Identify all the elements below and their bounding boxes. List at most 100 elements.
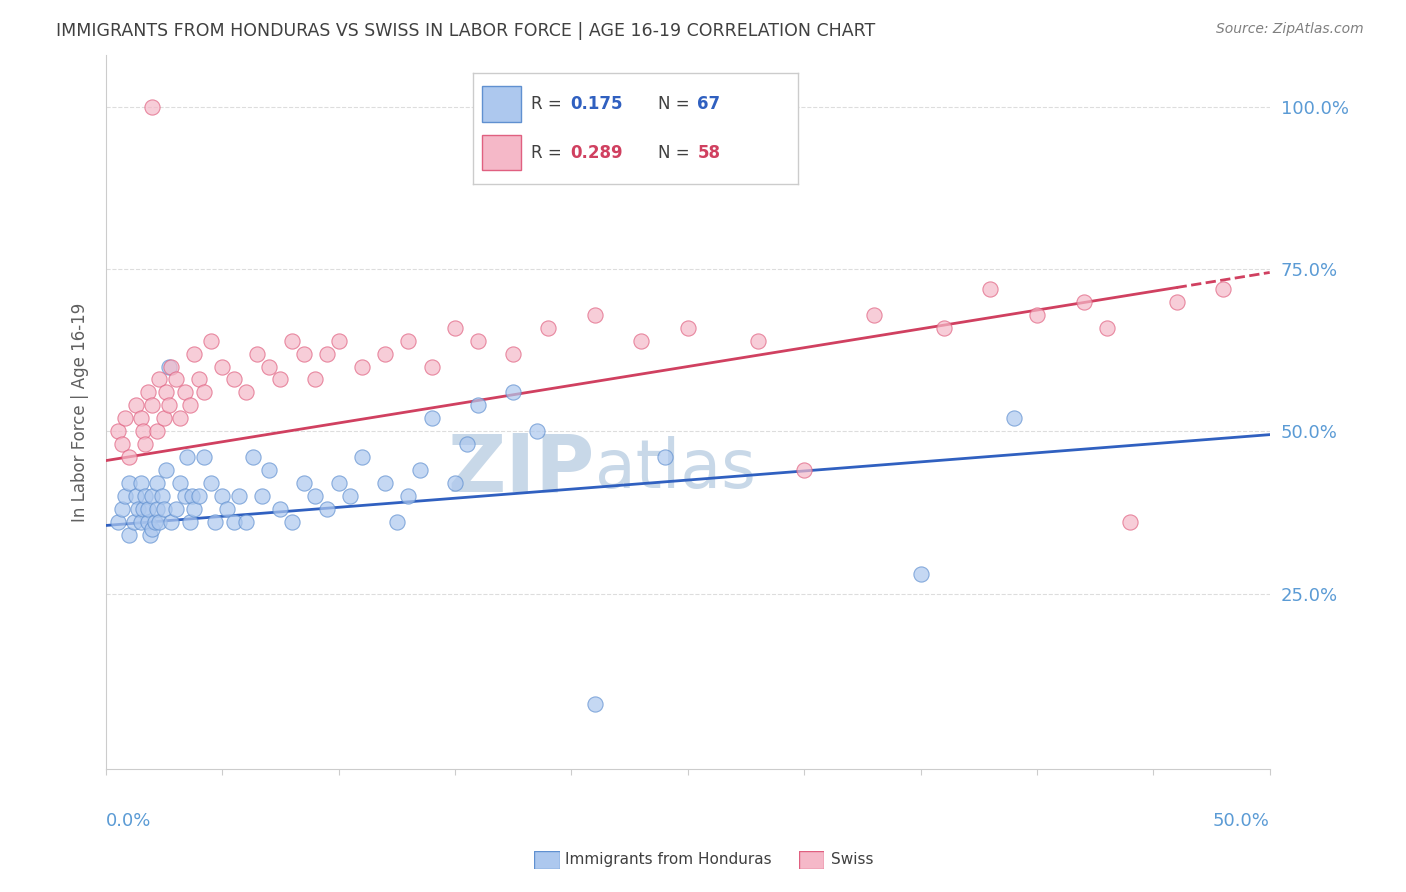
Point: [420, 411, 443, 425]
Point: [979, 282, 1001, 296]
Point: [269, 502, 291, 516]
Point: [188, 372, 211, 386]
Point: [467, 399, 489, 413]
Point: [181, 489, 204, 503]
Point: [179, 399, 201, 413]
Point: [160, 359, 183, 374]
Point: [200, 334, 222, 348]
Point: [160, 515, 183, 529]
Point: [134, 489, 156, 503]
Point: [169, 411, 191, 425]
Point: [374, 346, 396, 360]
Point: [1073, 294, 1095, 309]
Point: [155, 463, 177, 477]
Point: [1212, 282, 1234, 296]
Point: [281, 515, 304, 529]
Point: [136, 515, 159, 529]
Point: [339, 489, 361, 503]
Point: [118, 450, 141, 465]
Point: [111, 437, 134, 451]
Point: [150, 489, 173, 503]
Point: [107, 425, 129, 439]
Point: [174, 385, 197, 400]
Point: [932, 320, 955, 334]
Point: [316, 346, 339, 360]
Point: [257, 463, 280, 477]
Point: [467, 334, 489, 348]
Point: [583, 697, 606, 711]
Point: [183, 346, 205, 360]
Point: [128, 502, 150, 516]
Point: [132, 502, 155, 516]
Point: [374, 476, 396, 491]
Point: [269, 372, 291, 386]
Point: [222, 515, 245, 529]
Point: [165, 502, 187, 516]
Y-axis label: In Labor Force | Age 16-19: In Labor Force | Age 16-19: [72, 302, 89, 522]
Point: [136, 385, 159, 400]
Point: [676, 320, 699, 334]
Text: Source: ZipAtlas.com: Source: ZipAtlas.com: [1216, 22, 1364, 37]
Text: ZIP: ZIP: [447, 430, 595, 508]
Point: [502, 346, 524, 360]
Point: [157, 359, 180, 374]
Point: [1026, 308, 1049, 322]
Point: [328, 334, 350, 348]
Text: 50.0%: 50.0%: [1213, 812, 1270, 830]
Point: [153, 502, 176, 516]
Point: [139, 528, 162, 542]
Point: [169, 476, 191, 491]
Point: [141, 100, 163, 114]
Point: [350, 450, 373, 465]
Point: [148, 372, 170, 386]
Point: [204, 515, 226, 529]
Point: [304, 372, 326, 386]
Point: [398, 334, 420, 348]
Point: [193, 385, 215, 400]
Point: [188, 489, 211, 503]
Point: [235, 385, 257, 400]
Point: [111, 502, 134, 516]
Point: [250, 489, 273, 503]
Point: [153, 411, 176, 425]
Point: [146, 425, 169, 439]
Point: [146, 476, 169, 491]
Point: [136, 502, 159, 516]
Point: [1002, 411, 1025, 425]
Point: [502, 385, 524, 400]
Point: [165, 372, 187, 386]
Point: [526, 425, 548, 439]
Point: [316, 502, 339, 516]
Point: [235, 515, 257, 529]
Point: [385, 515, 408, 529]
Point: [420, 359, 443, 374]
Point: [122, 515, 145, 529]
Point: [257, 359, 280, 374]
Point: [114, 411, 136, 425]
Point: [304, 489, 326, 503]
Point: [215, 502, 238, 516]
Point: [350, 359, 373, 374]
Point: [143, 515, 166, 529]
Point: [654, 450, 676, 465]
Point: [118, 528, 141, 542]
Point: [146, 502, 169, 516]
Point: [114, 489, 136, 503]
Point: [292, 346, 315, 360]
Point: [537, 320, 560, 334]
Point: [398, 489, 420, 503]
Text: 0.0%: 0.0%: [105, 812, 152, 830]
Point: [456, 437, 478, 451]
Point: [183, 502, 205, 516]
Point: [174, 489, 197, 503]
Point: [176, 450, 198, 465]
Point: [228, 489, 250, 503]
Point: [125, 399, 148, 413]
Point: [132, 425, 155, 439]
Point: [193, 450, 215, 465]
Point: [910, 567, 932, 582]
Point: [125, 489, 148, 503]
Point: [157, 399, 180, 413]
Text: IMMIGRANTS FROM HONDURAS VS SWISS IN LABOR FORCE | AGE 16-19 CORRELATION CHART: IMMIGRANTS FROM HONDURAS VS SWISS IN LAB…: [56, 22, 876, 40]
Point: [107, 515, 129, 529]
